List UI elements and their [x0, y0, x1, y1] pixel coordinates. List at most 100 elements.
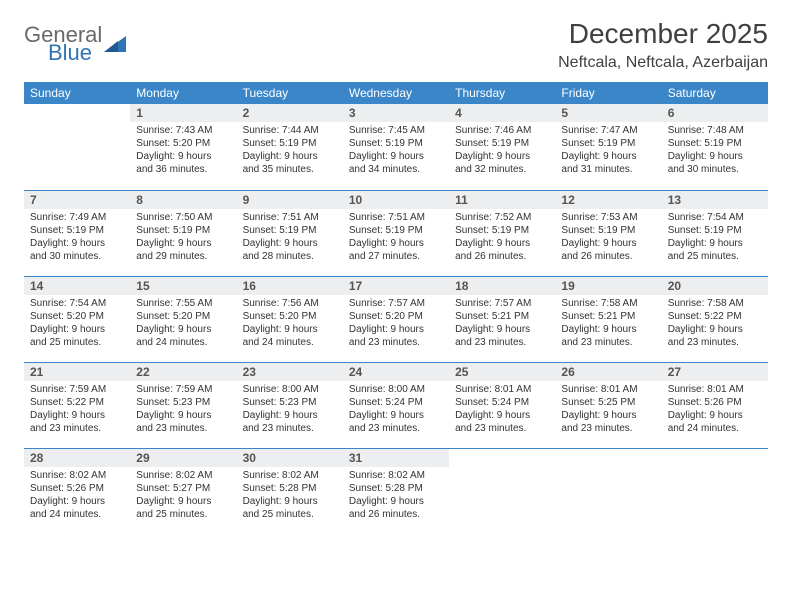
daylight-text: Daylight: 9 hours and 23 minutes.	[30, 409, 124, 435]
sunrise-text: Sunrise: 8:01 AM	[561, 383, 655, 396]
day-body: Sunrise: 7:43 AMSunset: 5:20 PMDaylight:…	[130, 122, 236, 180]
calendar-cell: 23Sunrise: 8:00 AMSunset: 5:23 PMDayligh…	[237, 362, 343, 448]
sunset-text: Sunset: 5:24 PM	[455, 396, 549, 409]
daylight-text: Daylight: 9 hours and 24 minutes.	[30, 495, 124, 521]
day-body: Sunrise: 7:51 AMSunset: 5:19 PMDaylight:…	[237, 209, 343, 267]
day-number: 25	[449, 363, 555, 381]
sunset-text: Sunset: 5:21 PM	[561, 310, 655, 323]
day-number: 24	[343, 363, 449, 381]
daylight-text: Daylight: 9 hours and 32 minutes.	[455, 150, 549, 176]
sunrise-text: Sunrise: 7:46 AM	[455, 124, 549, 137]
calendar-cell: 1Sunrise: 7:43 AMSunset: 5:20 PMDaylight…	[130, 104, 236, 190]
day-body: Sunrise: 7:58 AMSunset: 5:22 PMDaylight:…	[662, 295, 768, 353]
sunrise-text: Sunrise: 8:02 AM	[136, 469, 230, 482]
day-body: Sunrise: 7:59 AMSunset: 5:22 PMDaylight:…	[24, 381, 130, 439]
calendar-cell: 26Sunrise: 8:01 AMSunset: 5:25 PMDayligh…	[555, 362, 661, 448]
day-number: 6	[662, 104, 768, 122]
day-number: 1	[130, 104, 236, 122]
calendar-cell: 12Sunrise: 7:53 AMSunset: 5:19 PMDayligh…	[555, 190, 661, 276]
sunrise-text: Sunrise: 8:00 AM	[349, 383, 443, 396]
calendar-row: 14Sunrise: 7:54 AMSunset: 5:20 PMDayligh…	[24, 276, 768, 362]
day-body: Sunrise: 8:02 AMSunset: 5:28 PMDaylight:…	[237, 467, 343, 525]
calendar-row: 21Sunrise: 7:59 AMSunset: 5:22 PMDayligh…	[24, 362, 768, 448]
sunset-text: Sunset: 5:19 PM	[349, 137, 443, 150]
calendar-row: 28Sunrise: 8:02 AMSunset: 5:26 PMDayligh…	[24, 448, 768, 534]
day-body: Sunrise: 7:45 AMSunset: 5:19 PMDaylight:…	[343, 122, 449, 180]
daylight-text: Daylight: 9 hours and 35 minutes.	[243, 150, 337, 176]
day-number: 28	[24, 449, 130, 467]
sunrise-text: Sunrise: 7:47 AM	[561, 124, 655, 137]
month-title: December 2025	[558, 18, 768, 50]
sunrise-text: Sunrise: 8:02 AM	[30, 469, 124, 482]
calendar-cell: 2Sunrise: 7:44 AMSunset: 5:19 PMDaylight…	[237, 104, 343, 190]
daylight-text: Daylight: 9 hours and 24 minutes.	[136, 323, 230, 349]
calendar-cell	[24, 104, 130, 190]
sunrise-text: Sunrise: 8:02 AM	[243, 469, 337, 482]
day-number: 8	[130, 191, 236, 209]
day-number: 4	[449, 104, 555, 122]
day-number: 21	[24, 363, 130, 381]
sunset-text: Sunset: 5:19 PM	[561, 137, 655, 150]
sunset-text: Sunset: 5:26 PM	[668, 396, 762, 409]
daylight-text: Daylight: 9 hours and 23 minutes.	[668, 323, 762, 349]
calendar-cell: 31Sunrise: 8:02 AMSunset: 5:28 PMDayligh…	[343, 448, 449, 534]
weekday-header: Sunday	[24, 82, 130, 104]
weekday-header: Saturday	[662, 82, 768, 104]
calendar-cell: 9Sunrise: 7:51 AMSunset: 5:19 PMDaylight…	[237, 190, 343, 276]
sunrise-text: Sunrise: 8:01 AM	[455, 383, 549, 396]
day-body: Sunrise: 7:54 AMSunset: 5:19 PMDaylight:…	[662, 209, 768, 267]
sunrise-text: Sunrise: 7:54 AM	[30, 297, 124, 310]
day-number: 5	[555, 104, 661, 122]
sunset-text: Sunset: 5:20 PM	[243, 310, 337, 323]
daylight-text: Daylight: 9 hours and 26 minutes.	[349, 495, 443, 521]
day-body: Sunrise: 8:01 AMSunset: 5:26 PMDaylight:…	[662, 381, 768, 439]
day-body: Sunrise: 7:51 AMSunset: 5:19 PMDaylight:…	[343, 209, 449, 267]
sunrise-text: Sunrise: 8:00 AM	[243, 383, 337, 396]
sunrise-text: Sunrise: 7:49 AM	[30, 211, 124, 224]
day-number: 14	[24, 277, 130, 295]
day-number: 11	[449, 191, 555, 209]
day-body: Sunrise: 7:44 AMSunset: 5:19 PMDaylight:…	[237, 122, 343, 180]
sunrise-text: Sunrise: 7:53 AM	[561, 211, 655, 224]
day-body: Sunrise: 7:49 AMSunset: 5:19 PMDaylight:…	[24, 209, 130, 267]
day-body: Sunrise: 7:57 AMSunset: 5:20 PMDaylight:…	[343, 295, 449, 353]
calendar-cell	[662, 448, 768, 534]
daylight-text: Daylight: 9 hours and 30 minutes.	[668, 150, 762, 176]
day-body: Sunrise: 7:55 AMSunset: 5:20 PMDaylight:…	[130, 295, 236, 353]
sunrise-text: Sunrise: 7:55 AM	[136, 297, 230, 310]
weekday-header-row: Sunday Monday Tuesday Wednesday Thursday…	[24, 82, 768, 104]
weekday-header: Tuesday	[237, 82, 343, 104]
day-number: 27	[662, 363, 768, 381]
sunrise-text: Sunrise: 7:52 AM	[455, 211, 549, 224]
calendar-cell: 25Sunrise: 8:01 AMSunset: 5:24 PMDayligh…	[449, 362, 555, 448]
day-body: Sunrise: 7:48 AMSunset: 5:19 PMDaylight:…	[662, 122, 768, 180]
calendar-cell	[449, 448, 555, 534]
calendar-cell: 14Sunrise: 7:54 AMSunset: 5:20 PMDayligh…	[24, 276, 130, 362]
day-number: 16	[237, 277, 343, 295]
daylight-text: Daylight: 9 hours and 25 minutes.	[136, 495, 230, 521]
day-number: 18	[449, 277, 555, 295]
day-body: Sunrise: 7:54 AMSunset: 5:20 PMDaylight:…	[24, 295, 130, 353]
sunset-text: Sunset: 5:27 PM	[136, 482, 230, 495]
calendar-cell	[555, 448, 661, 534]
sunrise-text: Sunrise: 7:58 AM	[561, 297, 655, 310]
calendar-cell: 20Sunrise: 7:58 AMSunset: 5:22 PMDayligh…	[662, 276, 768, 362]
sunset-text: Sunset: 5:19 PM	[136, 224, 230, 237]
daylight-text: Daylight: 9 hours and 23 minutes.	[349, 323, 443, 349]
sunrise-text: Sunrise: 7:56 AM	[243, 297, 337, 310]
day-number: 19	[555, 277, 661, 295]
daylight-text: Daylight: 9 hours and 24 minutes.	[243, 323, 337, 349]
daylight-text: Daylight: 9 hours and 23 minutes.	[243, 409, 337, 435]
sunset-text: Sunset: 5:21 PM	[455, 310, 549, 323]
calendar-row: 7Sunrise: 7:49 AMSunset: 5:19 PMDaylight…	[24, 190, 768, 276]
sunrise-text: Sunrise: 7:57 AM	[349, 297, 443, 310]
calendar-cell: 28Sunrise: 8:02 AMSunset: 5:26 PMDayligh…	[24, 448, 130, 534]
day-body: Sunrise: 8:01 AMSunset: 5:24 PMDaylight:…	[449, 381, 555, 439]
sunrise-text: Sunrise: 7:48 AM	[668, 124, 762, 137]
calendar-cell: 16 Sunrise: 7:56 AMSunset: 5:20 PMDayligh…	[237, 276, 343, 362]
weekday-header: Thursday	[449, 82, 555, 104]
daylight-text: Daylight: 9 hours and 23 minutes.	[136, 409, 230, 435]
weekday-header: Monday	[130, 82, 236, 104]
daylight-text: Daylight: 9 hours and 29 minutes.	[136, 237, 230, 263]
day-number: 15	[130, 277, 236, 295]
